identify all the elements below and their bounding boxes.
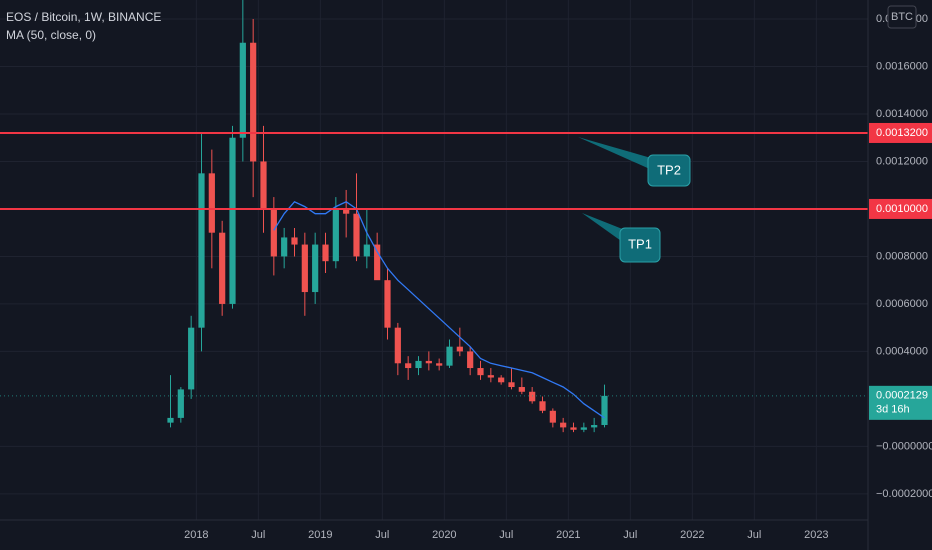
price-label: 0.0013200 xyxy=(876,127,928,139)
candle-body xyxy=(281,237,288,257)
candle-body xyxy=(487,375,494,378)
x-tick-label: Jul xyxy=(499,529,513,541)
y-tick-label: 0.0004000 xyxy=(876,345,928,357)
countdown: 3d 16h xyxy=(876,404,910,416)
moving-average xyxy=(273,201,605,419)
candle-body xyxy=(467,351,474,369)
candle-body xyxy=(301,244,308,293)
chart-title: EOS / Bitcoin, 1W, BINANCE xyxy=(6,10,161,24)
candle-body xyxy=(425,360,432,364)
candle-body xyxy=(229,137,236,304)
x-tick-label: 2021 xyxy=(556,529,580,541)
candle-body xyxy=(250,42,257,162)
candle-body xyxy=(591,425,598,428)
candle-body xyxy=(508,382,515,388)
candle-body xyxy=(219,232,226,304)
indicator-label: MA (50, close, 0) xyxy=(6,28,96,42)
candle-body xyxy=(498,377,505,383)
y-tick-label: 0.0016000 xyxy=(876,60,928,72)
candle-body xyxy=(363,244,370,257)
candle-body xyxy=(322,244,329,262)
candle-body xyxy=(177,389,184,418)
x-tick-label: Jul xyxy=(251,529,265,541)
candle-body xyxy=(394,327,401,364)
candle-body xyxy=(198,173,205,328)
callout-pointer xyxy=(582,213,630,243)
y-tick-label: −0.0000000 xyxy=(876,440,932,452)
candle-body xyxy=(549,410,556,423)
candle-body xyxy=(188,327,195,390)
x-tick-label: 2018 xyxy=(184,529,208,541)
x-tick-label: Jul xyxy=(623,529,637,541)
candle-body xyxy=(456,346,463,352)
y-tick-label: 0.0006000 xyxy=(876,298,928,310)
price-label-box xyxy=(869,122,932,143)
candle-body xyxy=(518,387,525,392)
candle-body xyxy=(353,213,360,257)
currency[interactable]: BTC xyxy=(891,11,913,23)
candle-body xyxy=(601,395,608,426)
candle-body xyxy=(436,363,443,366)
candle-body xyxy=(312,244,319,293)
candle-body xyxy=(560,422,567,428)
candle-body xyxy=(580,427,587,430)
annotation: TP2 xyxy=(657,162,681,177)
price-label-box xyxy=(869,385,932,420)
x-tick-label: 2019 xyxy=(308,529,332,541)
y-tick-label: 0.0008000 xyxy=(876,250,928,262)
x-tick-label: Jul xyxy=(375,529,389,541)
x-tick-label: 2022 xyxy=(680,529,704,541)
y-tick-label: 0.0014000 xyxy=(876,108,928,120)
candle-body xyxy=(477,368,484,376)
candle-body xyxy=(291,237,298,245)
candle-body xyxy=(405,363,412,369)
candle-body xyxy=(446,346,453,366)
candle-body xyxy=(260,161,267,209)
callout-box xyxy=(647,154,691,187)
callout-pointer xyxy=(578,137,658,170)
price-label: 0.0010000 xyxy=(876,203,928,215)
candle-body xyxy=(539,401,546,411)
candle-body xyxy=(332,208,339,262)
candle-body xyxy=(208,173,215,233)
candle-body xyxy=(374,244,381,281)
x-tick-label: 2020 xyxy=(432,529,456,541)
candle-body xyxy=(270,208,277,257)
candle-body xyxy=(384,280,391,328)
candle-body xyxy=(167,417,174,423)
axes: −0.0002000 −0.0000000 0.0004000 0.0006000 0.… xyxy=(184,13,932,541)
annotation: TP1 xyxy=(628,236,652,251)
y-tick-label: −0.0002000 xyxy=(876,488,932,500)
x-tick-label: 2023 xyxy=(804,529,828,541)
callout-box xyxy=(619,227,661,263)
candle-body xyxy=(239,42,246,138)
price-label: 0.0002129 xyxy=(876,390,928,402)
candle-body xyxy=(415,360,422,369)
currency-box[interactable] xyxy=(887,5,917,29)
x-tick-label: Jul xyxy=(747,529,761,541)
plot xyxy=(0,0,868,433)
y-tick-label: 0.0012000 xyxy=(876,155,928,167)
price-label-box xyxy=(869,198,932,219)
candle-body xyxy=(343,208,350,214)
candle-body xyxy=(529,391,536,402)
candle-body xyxy=(570,427,577,430)
